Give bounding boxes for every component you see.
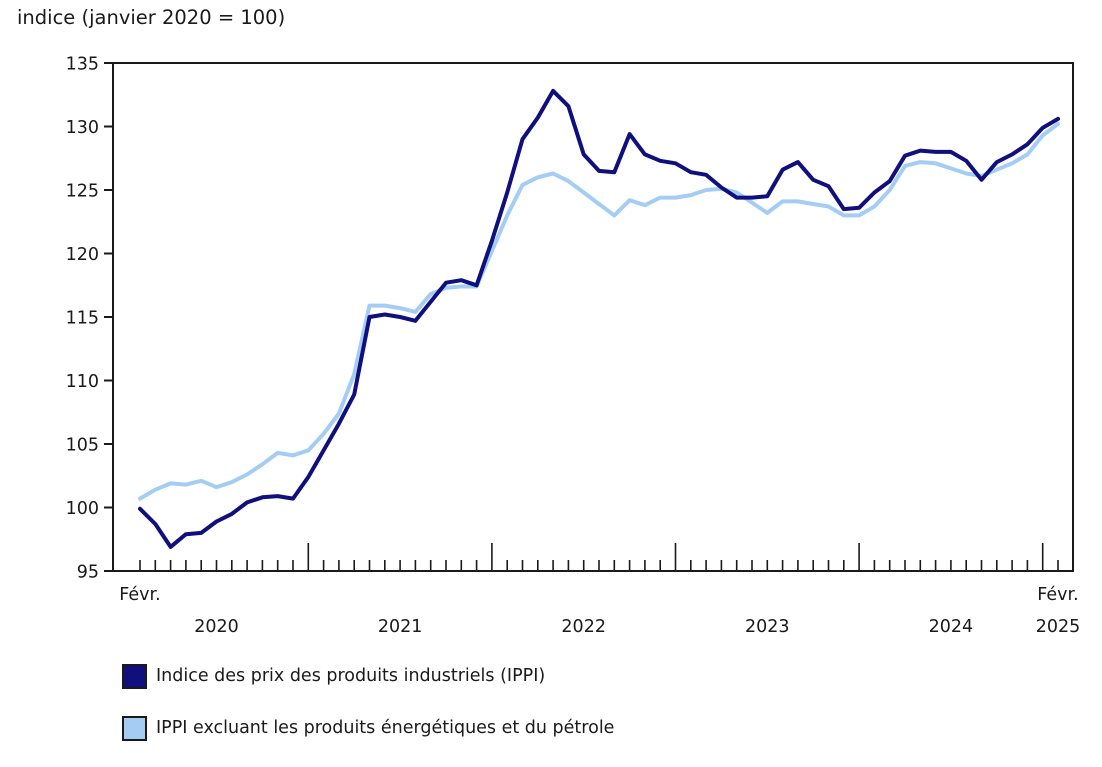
series-line-ippi-excl-energy: [138, 122, 1060, 501]
x-label-year: 2022: [561, 617, 606, 637]
x-label-year: 2020: [194, 617, 239, 637]
x-label-end-year: 2025: [1036, 617, 1081, 637]
x-label-end-month: Févr.: [1037, 585, 1078, 605]
x-label-year: 2023: [745, 617, 790, 637]
y-tick-label: 135: [66, 55, 99, 75]
y-tick-label: 130: [66, 118, 99, 138]
x-label-year: 2021: [378, 617, 423, 637]
legend-item-ippi-excl-energy: IPPI excluant les produits énergétiques …: [122, 715, 1082, 741]
x-label-start-month: Févr.: [119, 585, 160, 605]
x-label-year: 2024: [929, 617, 974, 637]
legend-label-ippi: Indice des prix des produits industriels…: [156, 666, 546, 686]
legend-swatch-ippi: [122, 663, 147, 689]
chart-legend: Indice des prix des produits industriels…: [122, 663, 1082, 767]
y-tick-label: 105: [66, 436, 99, 456]
plot-frame: [112, 62, 1074, 572]
chart-title: indice (janvier 2020 = 100): [17, 6, 286, 29]
legend-label-ippi-excl-energy: IPPI excluant les produits énergétiques …: [156, 718, 615, 738]
legend-swatch-ippi-excl-energy: [122, 715, 147, 741]
chart-page: { "title": "indice (janvier 2020 = 100)"…: [17, 6, 1081, 741]
legend-item-ippi: Indice des prix des produits industriels…: [122, 663, 1082, 689]
series-line-ippi: [138, 88, 1060, 549]
y-tick-label: 110: [66, 372, 99, 392]
y-tick-label: 95: [77, 563, 99, 583]
y-tick-label: 120: [66, 245, 99, 265]
y-tick-label: 115: [66, 309, 99, 329]
y-tick-label: 100: [66, 499, 99, 519]
line-chart: 95 100 105 110 115 120 125 130 135 Févr. 2020 2021 2…: [66, 55, 1081, 638]
y-tick-label: 125: [66, 182, 99, 202]
